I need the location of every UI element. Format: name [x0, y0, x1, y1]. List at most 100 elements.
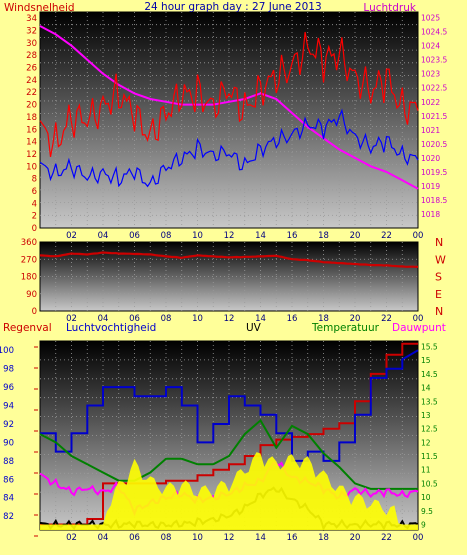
x-tick-label: 22: [381, 533, 392, 543]
x-tick-label: 04: [98, 231, 109, 241]
panel1-time-axis: 02 04 06 08 10 12 14 16 18 20 22 00: [66, 231, 423, 241]
y-tick-label: 10.5: [421, 479, 438, 488]
x-tick-label: 00: [413, 314, 424, 324]
x-tick-label: 14: [255, 314, 266, 324]
x-tick-label: 12: [224, 314, 235, 324]
y-tick-label: 1018.5: [421, 196, 447, 205]
x-tick-label: 20: [350, 314, 361, 324]
y-tick-label: 86: [3, 475, 14, 485]
pressure-label: Luchtdruk: [363, 2, 417, 14]
y-tick-label: 14: [26, 138, 37, 148]
y-tick-label: 2: [32, 212, 37, 222]
y-tick-label: 1022.5: [421, 84, 447, 93]
compass-tick-label: S: [435, 271, 442, 284]
temperature-label: Temperatuur: [311, 322, 380, 334]
y-tick-label: 96: [3, 383, 14, 393]
y-tick-label: 100: [0, 346, 14, 356]
wind_avg-line: [39, 108, 419, 188]
y-tick-label: 4: [32, 199, 37, 209]
x-tick-label: 08: [161, 314, 172, 324]
dewpoint-label: Dauwpunt: [392, 322, 446, 334]
temperature-line: [39, 418, 418, 490]
x-tick-label: 16: [287, 231, 298, 241]
y-tick-label: 88: [3, 457, 14, 467]
y-tick-label: 28: [26, 51, 37, 61]
wind-speed-label: Windsnelheid: [4, 2, 75, 14]
humidity-line: [40, 349, 419, 462]
y-tick-label: 22: [26, 88, 37, 98]
y-tick-label: 0: [32, 307, 37, 317]
y-tick-label: 82: [3, 512, 14, 522]
x-tick-label: 06: [129, 533, 140, 543]
y-tick-label: 13.5: [421, 397, 438, 406]
wind_gust-line: [39, 31, 419, 158]
y-tick-label: 15: [421, 356, 431, 365]
y-tick-label: 11: [421, 466, 431, 475]
x-tick-label: 08: [161, 231, 172, 241]
x-tick-label: 10: [192, 231, 203, 241]
y-tick-label: 360: [21, 238, 37, 248]
y-tick-label: 1020.5: [421, 140, 447, 149]
y-tick-label: 1020: [421, 154, 440, 163]
direction-line: [39, 251, 419, 268]
x-tick-label: 18: [318, 533, 329, 543]
y-tick-label: 270: [21, 255, 37, 265]
y-tick-label: 34: [26, 14, 37, 24]
pressure-line: [39, 25, 419, 190]
y-tick-label: 30: [26, 39, 37, 49]
x-tick-label: 18: [318, 231, 329, 241]
x-tick-label: 16: [287, 314, 298, 324]
y-tick-label: 14.5: [421, 370, 438, 379]
x-tick-label: 16: [287, 533, 298, 543]
y-tick-label: 9.5: [421, 507, 433, 516]
x-tick-label: 14: [255, 231, 266, 241]
x-tick-label: 20: [350, 533, 361, 543]
x-tick-label: 12: [224, 533, 235, 543]
y-tick-label: 24: [26, 76, 37, 86]
x-tick-label: 20: [350, 231, 361, 241]
y-tick-label: 1022: [421, 98, 440, 107]
y-tick-label: 20: [26, 101, 37, 111]
y-tick-label: 84: [3, 494, 14, 504]
y-tick-label: 1024: [421, 42, 440, 51]
y-tick-label: 1019.5: [421, 168, 447, 177]
y-tick-label: 15.5: [421, 342, 438, 351]
x-tick-label: 04: [98, 314, 109, 324]
y-tick-label: 1021.5: [421, 112, 447, 121]
compass-tick-label: W: [435, 253, 446, 266]
y-tick-label: 10: [421, 493, 431, 502]
y-tick-label: 12: [421, 438, 431, 447]
y-tick-label: 6: [32, 187, 37, 197]
compass-tick-label: N: [435, 236, 443, 249]
humidity-label: Luchtvochtigheid: [66, 322, 156, 334]
panel2-time-axis: 02 04 06 08 10 12 14 16 18 20 22 00: [66, 314, 423, 324]
y-tick-label: 1023.5: [421, 56, 447, 65]
x-tick-label: 06: [129, 314, 140, 324]
panel3-time-axis: 02 04 06 08 10 12 14 16 18 20 22 00: [66, 533, 423, 543]
y-tick-label: 26: [26, 64, 37, 74]
y-tick-label: 90: [3, 438, 14, 448]
y-tick-label: 12: [26, 150, 37, 160]
y-tick-label: 180: [21, 273, 37, 283]
x-tick-label: 06: [129, 231, 140, 241]
y-tick-label: 90: [26, 290, 37, 300]
y-tick-label: 18: [26, 113, 37, 123]
y-tick-label: 14: [421, 384, 431, 393]
uv-label: UV: [246, 322, 262, 334]
x-tick-label: 00: [413, 231, 424, 241]
compass-tick-label: E: [435, 288, 442, 301]
x-tick-label: 12: [224, 231, 235, 241]
x-tick-label: 02: [66, 231, 77, 241]
rain-label: Regenval: [3, 322, 52, 334]
x-tick-label: 00: [413, 533, 424, 543]
pressure-axis: 1025 1024.5 1024 1023.5 1023 1022.5 1022 1021.5…: [421, 14, 447, 219]
temperature-axis: 15.5 15 14.5 14 13.5 13 12.5 12 11.5 11 10.5 10 9.5 9: [421, 342, 438, 529]
humidity-axis: 100 98 96 94 92 90 88 86 84 82: [0, 346, 38, 537]
panel1-grid: [40, 12, 418, 228]
y-tick-label: 1025: [421, 14, 440, 23]
x-tick-label: 14: [255, 533, 266, 543]
y-tick-label: 13: [421, 411, 431, 420]
